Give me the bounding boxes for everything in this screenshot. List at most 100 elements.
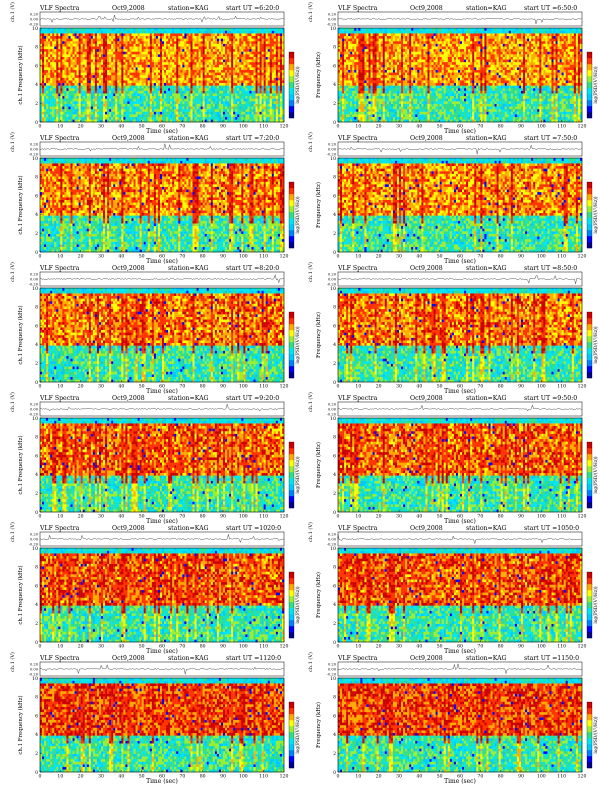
spectrogram-cell [76, 95, 79, 99]
spectrogram-cell [137, 106, 140, 110]
spectrogram-cell [235, 43, 238, 47]
spectrogram-cell [271, 98, 275, 102]
spectrogram-cell [96, 35, 100, 39]
spectrogram-cell [243, 88, 246, 91]
spectrogram-cell [168, 56, 171, 60]
spectrogram-cell [176, 77, 179, 81]
spectrogram-cell [208, 75, 211, 78]
spectrogram-cell [206, 119, 209, 123]
spectrogram-cell [273, 103, 277, 107]
spectrogram-cell [88, 82, 92, 86]
spectrogram-cell [354, 116, 357, 120]
spectrogram-cell [131, 85, 134, 89]
spectrogram-cell [478, 111, 481, 115]
spectrogram-cell [218, 75, 222, 78]
spectrogram-cell [253, 56, 256, 60]
spectrogram-cell [84, 61, 87, 65]
spectrogram-cell [265, 43, 268, 47]
spectrogram-cell [233, 56, 236, 60]
spectrogram-cell [78, 48, 81, 52]
spectrogram-cell [202, 114, 205, 117]
spectrogram-cell [186, 59, 189, 63]
spectrogram-cell [111, 116, 114, 120]
spectrogram-cell [279, 64, 283, 68]
spectrogram-cell [131, 64, 134, 68]
spectrogram-cell [143, 33, 146, 37]
spectrogram-cell [70, 77, 73, 81]
spectrogram-cell [186, 51, 189, 55]
spectrogram-cell [127, 61, 130, 65]
spectrogram-cell [84, 75, 87, 78]
spectrogram-cell [196, 35, 199, 39]
spectrogram-cell [239, 67, 242, 70]
spectrogram-cell [223, 88, 226, 91]
spectrogram-cell [44, 72, 47, 76]
spectrogram-cell [188, 67, 191, 70]
spectrogram-cell [66, 93, 69, 97]
spectrogram-cell [411, 108, 414, 112]
spectrogram-cell [190, 108, 193, 112]
spectrogram-cell [364, 116, 367, 120]
spectrogram-cell [186, 46, 189, 50]
spectrogram-cell [92, 61, 96, 65]
spectrogram-cell [52, 56, 55, 60]
spectrogram-cell [239, 85, 242, 89]
spectrogram-cell [176, 101, 179, 104]
spectrogram-cell [172, 77, 175, 81]
spectrogram-cell [231, 106, 234, 110]
spectrogram-cell [157, 80, 161, 84]
spectrogram-cell [115, 41, 118, 44]
spectrogram-cell [382, 114, 385, 117]
spectrogram-cell [78, 95, 81, 99]
spectrogram-cell [559, 114, 562, 117]
spectrogram-cell [74, 82, 77, 86]
spectrogram-cell [92, 72, 96, 76]
spectrogram-cell [261, 101, 264, 104]
spectrogram-cell [204, 30, 207, 34]
spectrogram-cell [162, 72, 165, 76]
spectrogram-cell [40, 77, 43, 81]
spectrogram-cell [220, 108, 224, 112]
spectrogram-cell [247, 88, 250, 91]
spectrogram-cell [255, 41, 258, 44]
spectrogram-cell [198, 82, 201, 86]
spectrogram-cell [68, 101, 71, 104]
spectrogram-cell [366, 116, 369, 120]
spectrogram-cell [176, 35, 179, 39]
spectrogram-cell [269, 64, 272, 68]
spectrogram-cell [103, 54, 106, 57]
spectrogram-cell [384, 119, 387, 123]
spectrogram-cell [78, 64, 81, 68]
spectrogram-cell [48, 38, 51, 42]
spectrogram-cell [218, 69, 222, 73]
spectrogram-cell [220, 101, 224, 104]
spectrogram-cell [117, 30, 120, 34]
spectrogram-cell [115, 90, 118, 94]
spectrogram-cell [225, 93, 228, 97]
spectrogram-cell [84, 35, 87, 39]
spectrogram-cell [52, 80, 55, 84]
spectrogram-cell [265, 90, 268, 94]
spectrogram-cell [162, 54, 165, 57]
spectrogram-cell [164, 114, 167, 117]
spectrogram-cell [281, 82, 285, 86]
colorbar-swatch [289, 100, 294, 107]
spectrogram-cell [231, 54, 234, 57]
spectrogram-cell [109, 111, 112, 115]
spectrogram-cell [141, 72, 144, 76]
spectrogram-cell [220, 38, 224, 42]
spectrogram-cell [184, 88, 187, 91]
spectrogram-cell [147, 51, 150, 55]
spectrogram-cell [202, 111, 205, 115]
spectrogram-cell [196, 64, 199, 68]
spectrogram-cell [48, 43, 51, 47]
freq-tick-label: 10 [32, 26, 38, 32]
spectrogram-cell [84, 114, 87, 117]
spectrogram-cell [257, 80, 260, 84]
spectrogram-cell [275, 114, 279, 117]
spectrogram-cell [514, 108, 518, 112]
spectrogram-cell [281, 80, 285, 84]
spectrogram-cell [229, 88, 232, 91]
spectrogram-cell [90, 106, 94, 110]
spectrogram-cell [90, 77, 94, 81]
